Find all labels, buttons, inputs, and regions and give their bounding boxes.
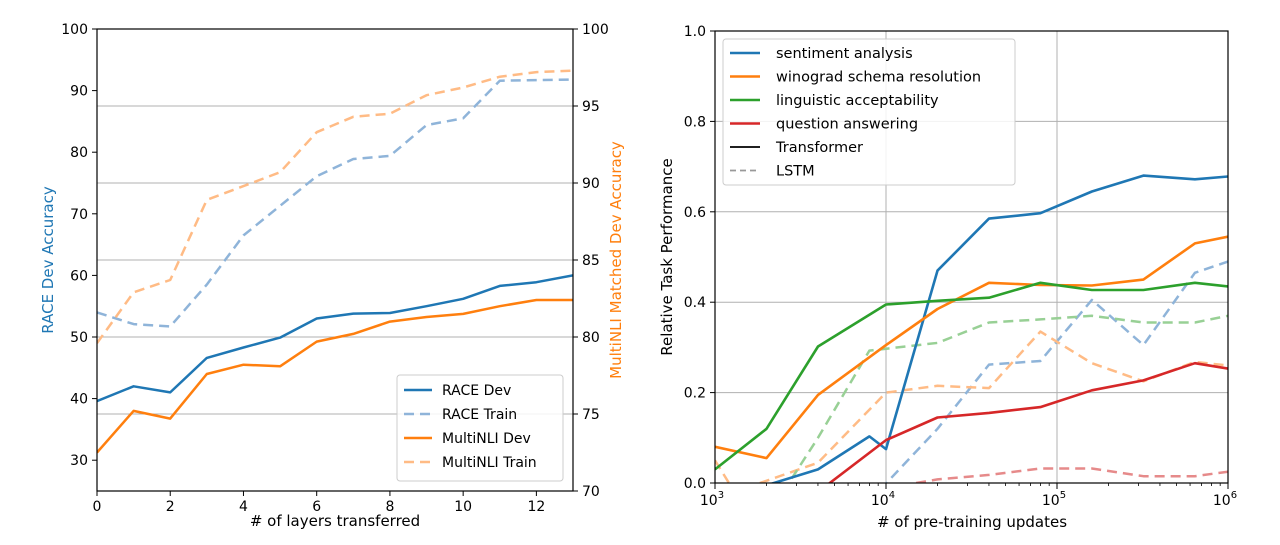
right-y-tick-label: 100 — [582, 22, 609, 38]
series-transformer-linguistic-acceptability — [715, 281, 1228, 471]
series-multinli-dev — [97, 298, 573, 454]
right-legend-label: LSTM — [776, 164, 815, 180]
chart-right: 103 104 105 106 0.0 0.2 0.4 0.6 0.8 1.0 # of pre… — [658, 24, 1237, 531]
right-y-tick-label: 0.2 — [684, 386, 706, 402]
right-y-tick-label: 95 — [582, 99, 600, 115]
right-legend-label: winograd schema resolution — [776, 70, 981, 86]
right-y-tick-label: 80 — [582, 330, 600, 346]
left-y-tick-label: 60 — [70, 268, 88, 284]
right-series — [715, 174, 1228, 483]
series-lstm-question-answering — [915, 467, 1228, 483]
right-y-tick-label: 70 — [582, 484, 600, 500]
right-legend-label: linguistic acceptability — [776, 93, 939, 109]
left-y-tick-label: 100 — [61, 22, 88, 38]
series-multinli-train — [97, 69, 573, 344]
right-x-tick-label: 104 — [871, 490, 895, 509]
right-legend: sentiment analysis winograd schema resolu… — [722, 38, 1016, 186]
left-legend-frame — [396, 374, 564, 482]
left-y-tick-label: 90 — [70, 84, 88, 100]
left-legend-label: RACE Train — [442, 407, 517, 423]
right-legend-label: sentiment analysis — [776, 46, 913, 62]
right-legend-label: question answering — [776, 117, 918, 133]
series-lstm-linguistic-acceptability — [787, 314, 1228, 483]
right-y-tick-label: 0.4 — [684, 295, 706, 311]
left-legend: RACE Dev RACE Train MultiNLI Dev MultiNLI T… — [396, 374, 564, 482]
left-y-axis-label: RACE Dev Accuracy — [39, 186, 57, 334]
left-x-tick-label: 6 — [312, 499, 321, 515]
left-x-tick-label: 10 — [454, 499, 472, 515]
right-legend-label: Transformer — [775, 140, 863, 156]
left-x-tick-label: 0 — [93, 499, 102, 515]
left-legend-label: MultiNLI Dev — [442, 431, 531, 447]
right-plot-frame — [714, 30, 1229, 484]
series-race-dev — [97, 274, 573, 403]
right-y-tick-label: 0.8 — [684, 114, 706, 130]
right-x-tick-label: 106 — [1213, 490, 1237, 509]
right-legend-frame — [722, 38, 1016, 186]
right-y-tick-label: 0.0 — [684, 476, 706, 492]
right-x-ticks: 103 104 105 106 — [700, 483, 1237, 509]
right-y-tick-label: 90 — [582, 176, 600, 192]
left-series — [97, 69, 573, 454]
right-y-tick-label: 1.0 — [684, 24, 706, 40]
left-y-tick-label: 70 — [70, 207, 88, 223]
series-transformer-question-answering — [827, 361, 1228, 483]
left-y-tick-label: 50 — [70, 330, 88, 346]
left-x-axis-label: # of layers transferred — [250, 512, 420, 530]
right-chart-y-axis-label: Relative Task Performance — [658, 158, 676, 355]
right-x-tick-label: 105 — [1042, 490, 1066, 509]
series-lstm-sentiment-analysis — [884, 260, 1228, 483]
right-y-tick-label: 0.6 — [684, 205, 706, 221]
left-y-tick-label: 80 — [70, 145, 88, 161]
left-x-tick-label: 8 — [385, 499, 394, 515]
left-legend-label: RACE Dev — [442, 383, 511, 399]
series-race-train — [97, 78, 573, 328]
left-x-tick-label: 12 — [527, 499, 545, 515]
left-x-ticks: 0 2 4 6 8 10 12 — [93, 491, 545, 515]
left-x-tick-label: 4 — [239, 499, 248, 515]
chart-left: 0 2 4 6 8 10 12 30 40 50 60 70 80 90 100 70 75 80 85 90 95… — [39, 22, 625, 530]
right-y-axis-label: MultiNLI Matched Dev Accuracy — [607, 141, 625, 379]
left-y-ticks-left: 30 40 50 60 70 80 90 100 — [61, 22, 97, 469]
right-x-tick-label: 103 — [700, 490, 724, 509]
left-y-tick-label: 30 — [70, 453, 88, 469]
right-y-tick-label: 85 — [582, 253, 600, 269]
left-x-tick-label: 2 — [166, 499, 175, 515]
series-lstm-winograd-schema-resolution — [715, 330, 1228, 483]
right-y-ticks: 0.0 0.2 0.4 0.6 0.8 1.0 — [684, 24, 715, 492]
series-transformer-winograd-schema-resolution — [715, 235, 1228, 460]
right-y-tick-label: 75 — [582, 407, 600, 423]
left-y-ticks-right: 70 75 80 85 90 95 100 — [573, 22, 609, 500]
series-transformer-sentiment-analysis — [769, 174, 1228, 483]
left-y-tick-label: 40 — [70, 392, 88, 408]
left-legend-label: MultiNLI Train — [442, 455, 537, 471]
right-x-axis-label: # of pre-training updates — [877, 513, 1067, 531]
